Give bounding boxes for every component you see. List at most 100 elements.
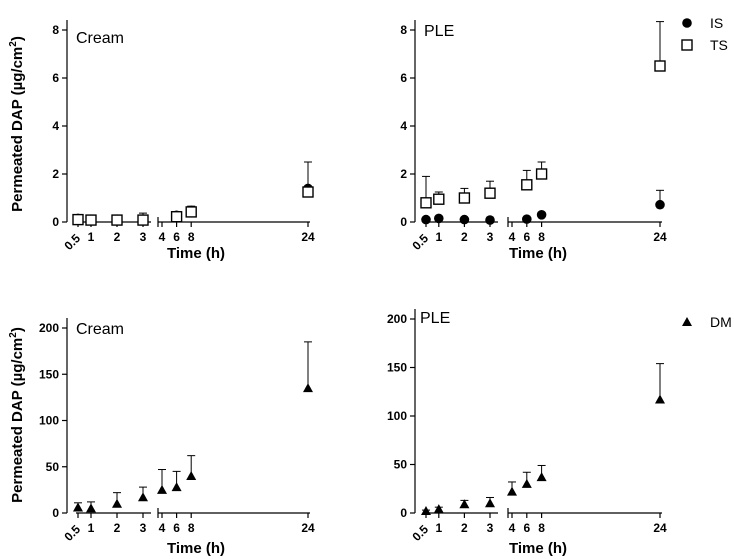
- panel-title: PLE: [420, 310, 450, 327]
- x-tick-label: 6: [523, 521, 530, 535]
- x-tick-label: 24: [653, 230, 667, 244]
- data-point-triangle: [138, 492, 148, 502]
- x-tick-label: 24: [301, 521, 315, 535]
- series-DM: [73, 341, 313, 513]
- series-TS: [420, 21, 666, 209]
- x-tick-label: 8: [538, 521, 545, 535]
- x-tick-label: 6: [523, 230, 530, 244]
- series-TS: [72, 186, 314, 226]
- x-tick-label: 1: [88, 521, 95, 535]
- legend-label: IS: [710, 15, 723, 31]
- data-point-triangle: [171, 482, 182, 492]
- series-IS: [421, 189, 665, 225]
- data-point-circle: [536, 210, 547, 220]
- data-point-circle: [655, 199, 665, 210]
- x-tick-label: 3: [140, 230, 147, 244]
- y-axis-title: Permeated DAP (µg/cm2): [8, 327, 26, 503]
- x-axis-title: Time (h): [509, 540, 567, 557]
- y-tick-label: 8: [52, 23, 59, 37]
- data-point-triangle: [421, 506, 431, 516]
- x-tick-label: 8: [188, 230, 195, 244]
- y-tick-label: 200: [387, 312, 407, 326]
- x-tick-label: 8: [188, 521, 195, 535]
- x-tick-label: 4: [159, 521, 166, 535]
- data-point-triangle: [112, 498, 122, 508]
- data-point-square: [654, 60, 666, 72]
- panel-cream-is-ts: Cream Time (h) Permeated DAP (µg/cm2) 0 2…: [8, 20, 315, 262]
- data-point-triangle: [485, 498, 495, 508]
- data-point-square: [484, 187, 496, 199]
- panel-ple-dm: PLE Time (h) 0 50 100 150 200 0.5 1 2 3 4 6 8 24: [387, 309, 667, 557]
- legend-marker-triangle: [682, 317, 692, 326]
- data-point-square: [433, 193, 445, 205]
- y-tick-label: 100: [387, 409, 407, 423]
- y-tick-label: 50: [394, 458, 408, 472]
- x-tick-label: 6: [173, 521, 180, 535]
- x-tick-label: 24: [301, 230, 315, 244]
- x-tick-label: 2: [114, 521, 121, 535]
- data-point-square: [137, 214, 149, 226]
- data-point-square: [521, 179, 533, 191]
- data-point-square: [535, 168, 548, 180]
- data-point-circle: [522, 214, 532, 224]
- y-tick-label: 100: [39, 414, 59, 428]
- data-point-circle: [459, 214, 470, 225]
- x-tick-label: 2: [461, 230, 468, 244]
- x-tick-label: 24: [653, 521, 667, 535]
- x-tick-label: 4: [509, 230, 516, 244]
- y-tick-label: 0: [52, 506, 59, 520]
- y-tick-label: 4: [400, 119, 407, 133]
- y-tick-label: 6: [52, 71, 59, 85]
- data-point-triangle: [186, 471, 197, 480]
- x-tick-label: 0.5: [61, 231, 83, 253]
- data-point-triangle: [433, 504, 444, 514]
- data-point-triangle: [86, 503, 96, 513]
- data-point-square: [420, 197, 432, 209]
- x-tick-label: 4: [159, 230, 166, 244]
- x-tick-label: 0.5: [409, 231, 431, 253]
- y-tick-label: 2: [52, 167, 59, 181]
- legend-marker-circle: [682, 18, 692, 28]
- data-point-triangle: [507, 486, 517, 496]
- data-point-triangle: [536, 472, 547, 482]
- x-tick-label: 0.5: [61, 522, 83, 544]
- y-tick-label: 50: [46, 460, 60, 474]
- y-tick-label: 200: [39, 321, 59, 335]
- data-point-circle: [485, 215, 495, 225]
- data-point-triangle: [303, 383, 313, 393]
- data-point-circle: [421, 214, 431, 225]
- x-tick-label: 1: [88, 230, 95, 244]
- x-tick-label: 3: [140, 521, 147, 535]
- x-axis-title: Time (h): [167, 245, 225, 262]
- x-tick-label: 2: [461, 521, 468, 535]
- panel-title: Cream: [76, 30, 124, 47]
- x-tick-label: 3: [487, 521, 494, 535]
- y-tick-label: 6: [400, 71, 407, 85]
- data-point-triangle: [521, 478, 532, 488]
- data-point-square: [185, 206, 197, 218]
- y-tick-label: 0: [400, 215, 407, 229]
- y-tick-label: 2: [400, 167, 407, 181]
- legend-label: TS: [710, 37, 728, 53]
- y-tick-label: 150: [39, 367, 59, 381]
- y-tick-label: 150: [387, 361, 407, 375]
- series-DM: [421, 363, 665, 516]
- legend-dm: DM: [682, 314, 732, 330]
- data-point-circle: [434, 213, 444, 224]
- y-tick-label: 4: [52, 119, 59, 133]
- panel-title: PLE: [424, 23, 454, 40]
- data-point-triangle: [73, 502, 83, 512]
- y-tick-label: 0: [400, 506, 407, 520]
- x-tick-label: 0.5: [409, 522, 431, 544]
- data-point-triangle: [655, 394, 665, 404]
- data-point-square: [170, 211, 183, 223]
- x-axis-title: Time (h): [509, 245, 567, 262]
- data-point-square: [458, 192, 471, 204]
- panel-cream-dm: Cream Time (h) Permeated DAP (µg/cm2) 0 5…: [8, 318, 315, 557]
- data-point-square: [72, 213, 84, 226]
- y-tick-label: 0: [52, 215, 59, 229]
- legend-is-ts: IS TS: [681, 15, 728, 53]
- panel-title: Cream: [76, 321, 124, 338]
